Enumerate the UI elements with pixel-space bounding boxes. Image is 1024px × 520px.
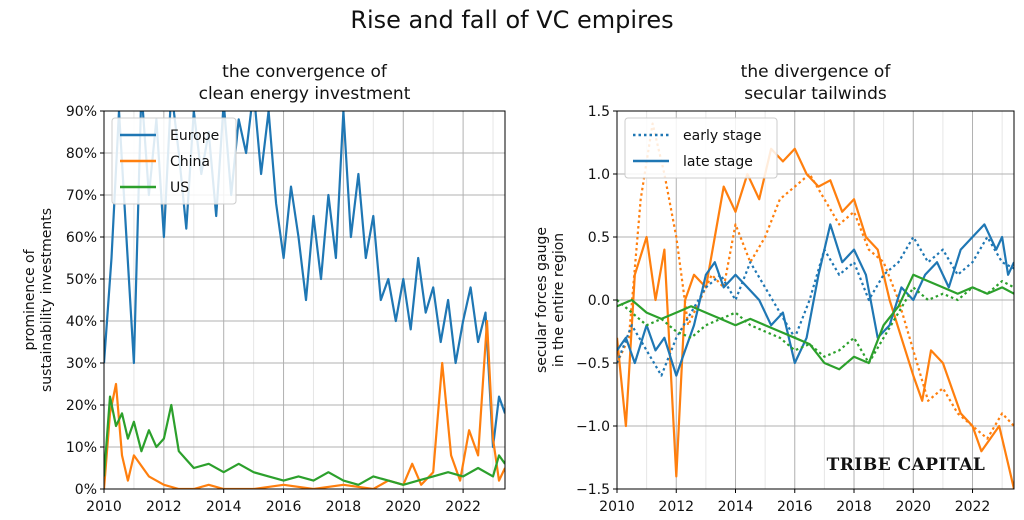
x-tick-label: 2012 — [658, 499, 694, 515]
series-line-china — [104, 319, 505, 489]
x-tick-label: 2010 — [86, 499, 122, 515]
y-tick-label: −1.0 — [576, 419, 610, 435]
chart-title-line: secular tailwinds — [744, 84, 887, 104]
y-tick-label: 50% — [66, 272, 97, 288]
y-tick-label: 80% — [66, 146, 97, 162]
x-tick-label: 2016 — [266, 499, 302, 515]
chart-title: the convergence of clean energy investmen… — [199, 62, 411, 104]
y-axis-label-line: prominence of — [22, 248, 38, 350]
y-tick-label: −0.5 — [576, 356, 610, 372]
legend-box — [624, 117, 778, 179]
y-axis-label: prominence ofsustainability investments — [22, 208, 55, 392]
y-axis-label: secular forces gaugein the entire region — [534, 227, 567, 373]
x-tick-label: 2010 — [599, 499, 635, 515]
series-line-blue-early-stage — [617, 235, 1014, 377]
x-tick-label: 2018 — [326, 499, 362, 515]
chart-title: the divergence of secular tailwinds — [741, 62, 892, 104]
y-tick-label: 0% — [75, 482, 97, 498]
series-line-us — [104, 395, 505, 486]
y-tick-label: 70% — [66, 188, 97, 204]
x-tick-label: 2020 — [895, 499, 931, 515]
y-tick-label: 1.0 — [588, 167, 610, 183]
chart-title-line: the divergence of — [741, 62, 892, 82]
series-line-green-late-stage — [617, 273, 1014, 371]
legend-label-us: US — [170, 180, 189, 196]
figure-title: Rise and fall of VC empires — [350, 6, 674, 34]
x-tick-label: 2020 — [385, 499, 421, 515]
series-line-europe — [104, 111, 505, 449]
y-tick-label: 0.0 — [588, 293, 610, 309]
legend-label-china: China — [170, 154, 210, 170]
left-chart-panel: 2010 2012 2014 2016 2018 2020 2022 0% 10% 20% 30% 4… — [22, 62, 506, 515]
chart-title-line: clean energy investment — [199, 84, 411, 104]
y-tick-label: −1.5 — [576, 482, 610, 498]
x-tick-label: 2016 — [777, 499, 813, 515]
x-tick-label: 2022 — [955, 499, 991, 515]
legend-label-late-stage: late stage — [683, 154, 753, 170]
tribe-capital-watermark: TRIBE CAPITAL — [827, 455, 986, 475]
y-tick-label: 1.5 — [588, 104, 610, 120]
y-tick-label: 30% — [66, 356, 97, 372]
x-tick-label: 2018 — [836, 499, 872, 515]
right-chart-panel: 2010 2012 2014 2016 2018 2020 2022 −1.5 −1.0 −0.5… — [534, 62, 1015, 515]
x-tick-label: 2014 — [206, 499, 242, 515]
series-line-blue-late-stage — [617, 223, 1014, 377]
y-tick-label: 20% — [66, 398, 97, 414]
y-tick-label: 10% — [66, 440, 97, 456]
chart-title-line: the convergence of — [222, 62, 388, 82]
series-line-orange-late-stage — [617, 147, 1014, 489]
x-tick-label: 2012 — [146, 499, 182, 515]
axes-frame — [103, 110, 506, 490]
x-tick-label: 2022 — [445, 499, 481, 515]
series-line-orange-early-stage — [617, 122, 1014, 440]
y-tick-label: 0.5 — [588, 230, 610, 246]
y-axis-label-line: in the entire region — [551, 233, 567, 367]
y-tick-label: 90% — [66, 104, 97, 120]
x-tick-label: 2014 — [718, 499, 754, 515]
y-axis-label-line: sustainability investments — [39, 208, 55, 392]
series-line-green-early-stage — [617, 280, 1014, 365]
legend-box — [111, 117, 237, 205]
y-tick-label: 60% — [66, 230, 97, 246]
y-tick-label: 40% — [66, 314, 97, 330]
legend-label-early-stage: early stage — [683, 128, 761, 144]
y-axis-label-line: secular forces gauge — [534, 227, 550, 373]
legend-label-europe: Europe — [170, 128, 219, 144]
